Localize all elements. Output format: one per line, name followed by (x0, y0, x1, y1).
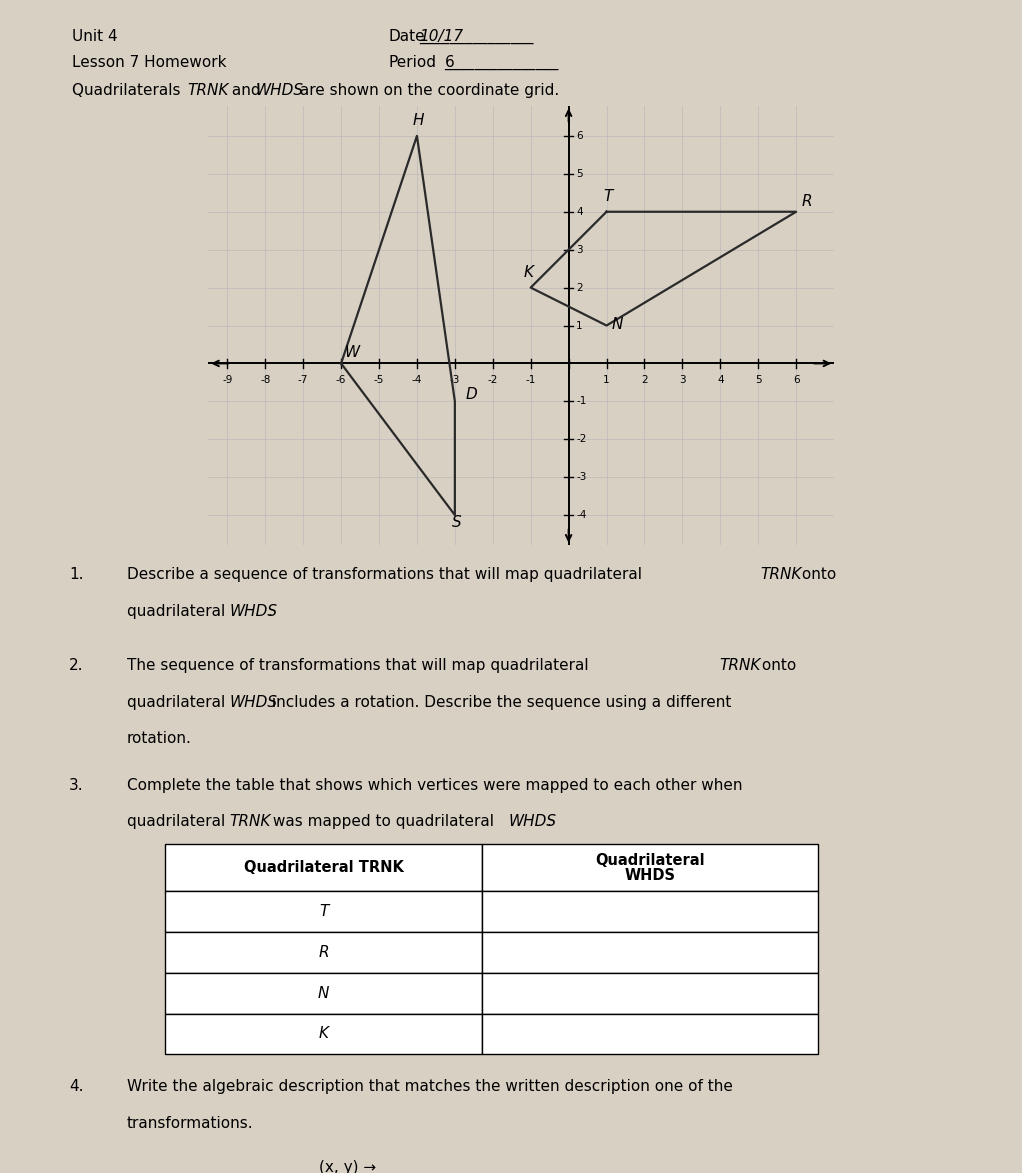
Text: Quadrilaterals: Quadrilaterals (72, 83, 185, 99)
Text: .: . (547, 814, 552, 829)
Text: TRNK: TRNK (760, 568, 802, 583)
Text: onto: onto (797, 568, 837, 583)
Text: T: T (319, 904, 328, 920)
Text: -3: -3 (450, 375, 460, 385)
Text: quadrilateral: quadrilateral (127, 604, 230, 619)
Text: TRNK: TRNK (719, 658, 760, 673)
Text: 3: 3 (576, 245, 583, 255)
Text: -5: -5 (374, 375, 384, 385)
Text: S: S (452, 515, 462, 530)
Text: -3: -3 (576, 473, 587, 482)
Text: WHDS: WHDS (624, 868, 676, 883)
Text: Describe a sequence of transformations that will map quadrilateral: Describe a sequence of transformations t… (127, 568, 647, 583)
Bar (166, 1013, 482, 1055)
Text: 6: 6 (445, 55, 455, 70)
Text: (x, y) → __________: (x, y) → __________ (319, 1160, 457, 1173)
Text: Date: Date (388, 29, 425, 45)
Text: and: and (227, 83, 266, 99)
Text: WHDS: WHDS (256, 83, 304, 99)
Text: quadrilateral: quadrilateral (127, 814, 230, 829)
Bar (166, 933, 482, 972)
Bar (482, 972, 819, 1013)
Text: transformations.: transformations. (127, 1116, 253, 1131)
Text: N: N (318, 985, 329, 1001)
Bar (482, 1013, 819, 1055)
Text: TRNK: TRNK (187, 83, 228, 99)
Text: WHDS: WHDS (230, 694, 278, 710)
Text: Quadrilateral TRNK: Quadrilateral TRNK (243, 860, 404, 875)
Text: 4: 4 (717, 375, 724, 385)
Bar (166, 972, 482, 1013)
Text: Write the algebraic description that matches the written description one of the: Write the algebraic description that mat… (127, 1079, 733, 1094)
Text: -7: -7 (298, 375, 309, 385)
Text: K: K (319, 1026, 329, 1042)
Text: WHDS: WHDS (230, 604, 278, 619)
Text: -1: -1 (525, 375, 536, 385)
Text: quadrilateral: quadrilateral (127, 694, 230, 710)
Text: was mapped to quadrilateral: was mapped to quadrilateral (268, 814, 499, 829)
Text: 3: 3 (679, 375, 686, 385)
Text: onto: onto (757, 658, 796, 673)
Text: R: R (319, 945, 329, 960)
Bar (482, 845, 819, 891)
Text: W: W (344, 345, 360, 360)
Text: 1.: 1. (69, 568, 84, 583)
Text: -6: -6 (336, 375, 346, 385)
Text: N: N (611, 317, 622, 332)
Text: -1: -1 (576, 396, 587, 406)
Text: TRNK: TRNK (230, 814, 271, 829)
Text: 5: 5 (755, 375, 761, 385)
Text: 2: 2 (641, 375, 648, 385)
Text: .: . (267, 604, 272, 619)
Bar (166, 891, 482, 933)
Text: Period: Period (388, 55, 436, 70)
Text: Complete the table that shows which vertices were mapped to each other when: Complete the table that shows which vert… (127, 778, 742, 793)
Text: _______________: _______________ (445, 55, 559, 70)
Text: R: R (801, 194, 812, 209)
Text: are shown on the coordinate grid.: are shown on the coordinate grid. (295, 83, 560, 99)
Text: -4: -4 (576, 510, 587, 520)
Text: 3.: 3. (69, 778, 84, 793)
Text: -2: -2 (487, 375, 498, 385)
Text: 6: 6 (793, 375, 799, 385)
Text: -8: -8 (260, 375, 271, 385)
Text: T: T (604, 189, 613, 204)
Text: Quadrilateral: Quadrilateral (596, 853, 705, 868)
Bar (482, 891, 819, 933)
Text: 6: 6 (576, 131, 583, 141)
Text: _______________: _______________ (419, 29, 533, 45)
Text: includes a rotation. Describe the sequence using a different: includes a rotation. Describe the sequen… (267, 694, 732, 710)
Text: rotation.: rotation. (127, 731, 191, 746)
Text: D: D (465, 387, 477, 402)
Text: 4: 4 (576, 206, 583, 217)
Text: Unit 4: Unit 4 (72, 29, 118, 45)
Text: 10/17: 10/17 (419, 29, 463, 45)
Text: -2: -2 (576, 434, 587, 445)
Text: 5: 5 (576, 169, 583, 178)
Text: -9: -9 (222, 375, 233, 385)
Text: WHDS: WHDS (508, 814, 556, 829)
Text: 1: 1 (603, 375, 610, 385)
Bar (166, 845, 482, 891)
Text: 2.: 2. (69, 658, 84, 673)
Text: Lesson 7 Homework: Lesson 7 Homework (72, 55, 226, 70)
Bar (482, 933, 819, 972)
Text: 1: 1 (576, 320, 583, 331)
Text: K: K (524, 265, 533, 280)
Text: 4.: 4. (69, 1079, 84, 1094)
Text: H: H (413, 114, 424, 128)
Text: 2: 2 (576, 283, 583, 292)
Text: The sequence of transformations that will map quadrilateral: The sequence of transformations that wil… (127, 658, 593, 673)
Text: -4: -4 (412, 375, 422, 385)
